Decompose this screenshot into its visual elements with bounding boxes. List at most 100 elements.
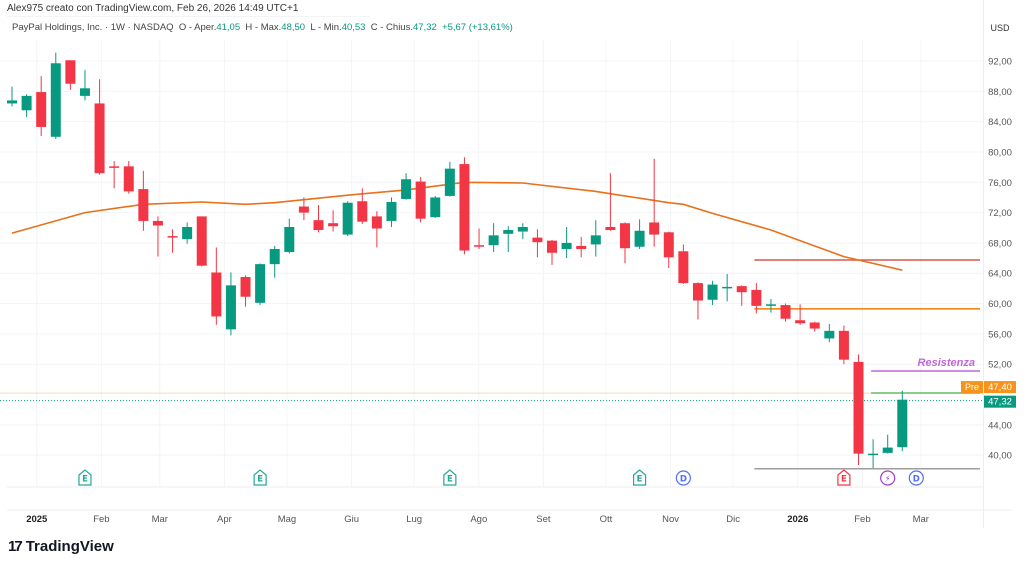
candle-up[interactable] bbox=[868, 453, 879, 456]
x-tick-label: Set bbox=[536, 514, 551, 525]
candle-down[interactable] bbox=[459, 164, 470, 251]
candle-down[interactable] bbox=[196, 216, 207, 266]
close-value: 47,32 bbox=[412, 22, 437, 33]
symbol-legend: PayPal Holdings, Inc. · 1W · NASDAQ O - … bbox=[12, 22, 513, 33]
candle-up[interactable] bbox=[255, 264, 266, 303]
candle-up[interactable] bbox=[517, 227, 528, 232]
earnings-event-icon[interactable] bbox=[443, 469, 457, 486]
y-tick-label: 72,00 bbox=[988, 208, 1012, 219]
x-tick-label: Giu bbox=[344, 514, 359, 525]
candle-down[interactable] bbox=[109, 166, 120, 168]
candle-up[interactable] bbox=[824, 330, 835, 339]
candle-down[interactable] bbox=[809, 322, 820, 329]
candle-up[interactable] bbox=[430, 197, 441, 218]
candle-up[interactable] bbox=[634, 230, 645, 247]
x-tick-label: Ago bbox=[470, 514, 487, 525]
candle-down[interactable] bbox=[152, 220, 163, 226]
candle-up[interactable] bbox=[882, 447, 893, 453]
earnings-event-icon[interactable] bbox=[837, 469, 851, 486]
candle-up[interactable] bbox=[722, 286, 733, 289]
y-tick-label: 88,00 bbox=[988, 87, 1012, 98]
candle-down[interactable] bbox=[415, 181, 426, 219]
candle-down[interactable] bbox=[328, 223, 339, 227]
candle-up[interactable] bbox=[284, 227, 295, 253]
y-tick-label: 56,00 bbox=[988, 329, 1012, 340]
candle-up[interactable] bbox=[897, 399, 908, 448]
premarket-tag bbox=[961, 381, 983, 394]
candle-up[interactable] bbox=[386, 201, 397, 221]
candle-up[interactable] bbox=[503, 230, 514, 234]
candle-up[interactable] bbox=[401, 179, 412, 199]
x-tick-label: 2025 bbox=[26, 514, 48, 525]
candle-up[interactable] bbox=[21, 95, 32, 111]
tradingview-logo-mark-icon: 17 bbox=[8, 538, 23, 555]
y-tick-label: 92,00 bbox=[988, 57, 1012, 68]
candle-down[interactable] bbox=[65, 60, 76, 84]
earnings-event-icon[interactable] bbox=[78, 469, 92, 486]
candle-up[interactable] bbox=[342, 202, 353, 235]
candle-down[interactable] bbox=[663, 232, 674, 258]
candle-down[interactable] bbox=[123, 166, 134, 192]
candle-down[interactable] bbox=[678, 251, 689, 284]
candle-down[interactable] bbox=[211, 272, 222, 317]
candle-up[interactable] bbox=[269, 248, 280, 265]
candle-down[interactable] bbox=[94, 103, 105, 174]
candle-down[interactable] bbox=[532, 237, 543, 243]
candle-down[interactable] bbox=[649, 222, 660, 235]
candle-up[interactable] bbox=[225, 285, 236, 330]
tradingview-logo[interactable]: 17 TradingView bbox=[8, 538, 114, 555]
candle-down[interactable] bbox=[371, 216, 382, 229]
candle-up[interactable] bbox=[7, 100, 17, 104]
candle-up[interactable] bbox=[561, 242, 572, 249]
candle-up[interactable] bbox=[488, 235, 499, 246]
candle-up[interactable] bbox=[50, 63, 61, 137]
symbol-name[interactable]: PayPal Holdings, Inc. · 1W · NASDAQ bbox=[12, 22, 174, 33]
candle-down[interactable] bbox=[138, 189, 149, 221]
candle-down[interactable] bbox=[736, 286, 747, 293]
candle-down[interactable] bbox=[853, 361, 864, 454]
split-event-icon[interactable] bbox=[880, 470, 896, 486]
x-tick-label: Mar bbox=[152, 514, 168, 525]
x-tick-label: Feb bbox=[854, 514, 870, 525]
y-tick-label: 60,00 bbox=[988, 299, 1012, 310]
x-tick-label: Apr bbox=[217, 514, 232, 525]
candle-down[interactable] bbox=[547, 240, 558, 253]
candle-down[interactable] bbox=[240, 277, 251, 297]
close-label: C - Chius. bbox=[370, 22, 413, 33]
event-marker-letter: E bbox=[841, 475, 847, 485]
resistance-label: Resistenza bbox=[918, 357, 975, 369]
candle-down[interactable] bbox=[36, 92, 47, 127]
candle-up[interactable] bbox=[444, 168, 455, 196]
candle-down[interactable] bbox=[692, 283, 703, 301]
tradingview-logo-text: TradingView bbox=[25, 538, 114, 555]
dividend-event-icon[interactable] bbox=[675, 470, 691, 486]
earnings-event-icon[interactable] bbox=[253, 469, 267, 486]
candle-down[interactable] bbox=[780, 305, 791, 319]
candle-up[interactable] bbox=[707, 284, 718, 300]
candle-up[interactable] bbox=[79, 88, 90, 96]
candle-down[interactable] bbox=[576, 245, 587, 249]
candle-down[interactable] bbox=[751, 289, 762, 306]
candle-down[interactable] bbox=[167, 236, 178, 238]
candle-down[interactable] bbox=[619, 223, 630, 249]
candle-up[interactable] bbox=[590, 235, 601, 245]
candle-down[interactable] bbox=[795, 320, 806, 324]
event-marker-letter: D bbox=[680, 475, 687, 485]
y-tick-label: 84,00 bbox=[988, 117, 1012, 128]
candle-up[interactable] bbox=[182, 227, 193, 240]
candle-down[interactable] bbox=[298, 206, 309, 213]
candle-down[interactable] bbox=[357, 201, 368, 222]
dividend-event-icon[interactable] bbox=[908, 470, 924, 486]
candle-down[interactable] bbox=[313, 220, 324, 231]
candle-up[interactable] bbox=[765, 304, 776, 306]
last-price-badge bbox=[984, 395, 1016, 408]
candle-down[interactable] bbox=[838, 330, 849, 360]
candle-down[interactable] bbox=[474, 245, 485, 247]
x-tick-label: 2026 bbox=[787, 514, 808, 525]
candle-down[interactable] bbox=[605, 227, 616, 231]
earnings-event-icon[interactable] bbox=[632, 469, 647, 486]
x-tick-label: Dic bbox=[726, 514, 740, 525]
y-tick-label: 76,00 bbox=[988, 178, 1012, 189]
y-tick-label: 44,00 bbox=[988, 420, 1012, 431]
